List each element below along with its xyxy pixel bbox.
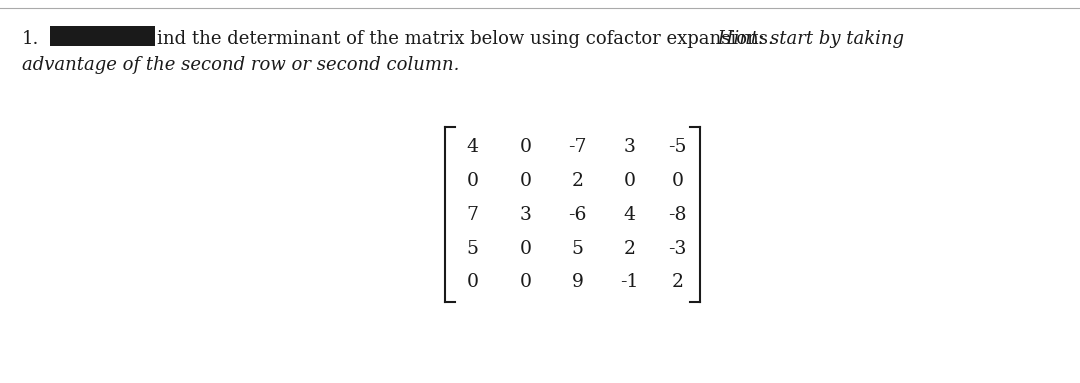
Text: 0: 0 xyxy=(467,172,478,190)
Text: 4: 4 xyxy=(467,139,478,156)
Text: 2: 2 xyxy=(672,273,684,291)
Text: 1.: 1. xyxy=(22,30,39,48)
Text: Hint: start by taking: Hint: start by taking xyxy=(712,30,904,48)
Text: 0: 0 xyxy=(467,273,478,291)
Text: 7: 7 xyxy=(467,206,478,224)
Text: advantage of the second row or second column.: advantage of the second row or second co… xyxy=(22,56,459,74)
Text: 2: 2 xyxy=(624,240,636,257)
Text: ind the determinant of the matrix below using cofactor expansions.: ind the determinant of the matrix below … xyxy=(157,30,773,48)
Bar xyxy=(50,26,156,46)
Text: -3: -3 xyxy=(669,240,687,257)
Text: 0: 0 xyxy=(519,172,531,190)
Text: -8: -8 xyxy=(669,206,687,224)
Text: 2: 2 xyxy=(571,172,584,190)
Text: 3: 3 xyxy=(519,206,531,224)
Text: 5: 5 xyxy=(467,240,478,257)
Text: -5: -5 xyxy=(669,139,687,156)
Text: 0: 0 xyxy=(672,172,684,190)
Text: 0: 0 xyxy=(624,172,636,190)
Text: 5: 5 xyxy=(571,240,584,257)
Text: -6: -6 xyxy=(568,206,588,224)
Text: -1: -1 xyxy=(621,273,639,291)
Text: 0: 0 xyxy=(519,240,531,257)
Text: 4: 4 xyxy=(624,206,636,224)
Text: 3: 3 xyxy=(624,139,636,156)
Text: -7: -7 xyxy=(568,139,588,156)
Text: 0: 0 xyxy=(519,273,531,291)
Text: 0: 0 xyxy=(519,139,531,156)
Text: 9: 9 xyxy=(572,273,583,291)
